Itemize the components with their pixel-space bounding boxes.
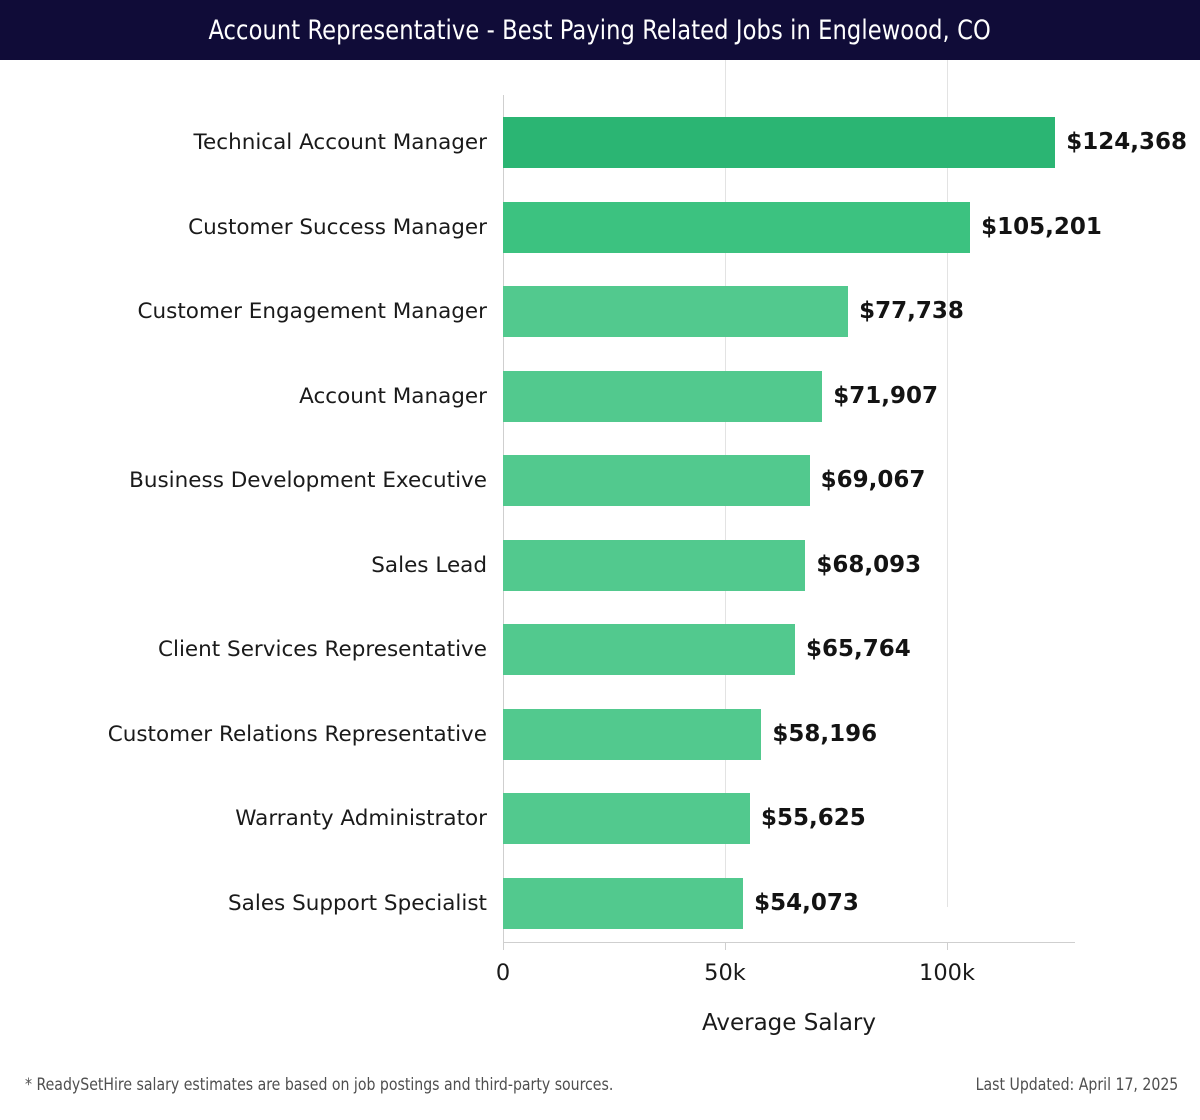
bar-row: Customer Engagement Manager $77,738 bbox=[0, 286, 1200, 337]
bar-row: Sales Support Specialist $54,073 bbox=[0, 877, 1200, 929]
bar-value-label: $55,625 bbox=[760, 805, 866, 831]
bar-value-label: $69,067 bbox=[820, 467, 926, 493]
bar[interactable] bbox=[503, 708, 762, 760]
bar[interactable] bbox=[503, 286, 849, 337]
bar-value-label: $58,196 bbox=[772, 720, 878, 747]
bar-row: Account Manager $71,907 bbox=[0, 370, 1200, 422]
x-tick-mark bbox=[725, 943, 726, 950]
bar-row: Customer Relations Representative $58,196 bbox=[0, 708, 1200, 760]
category-label: Technical Account Manager bbox=[193, 130, 487, 155]
bar[interactable] bbox=[503, 877, 744, 929]
x-tick-mark bbox=[503, 943, 504, 950]
bar-value-label: $65,764 bbox=[805, 636, 911, 662]
x-axis-line bbox=[503, 942, 1075, 943]
bar[interactable] bbox=[503, 455, 810, 506]
title-bar: Account Representative - Best Paying Rel… bbox=[0, 0, 1200, 60]
bar-row: Warranty Administrator $55,625 bbox=[0, 793, 1200, 844]
bar-row: Client Services Representative $65,764 bbox=[0, 624, 1200, 675]
bar[interactable] bbox=[503, 793, 750, 844]
gridline bbox=[947, 60, 948, 907]
category-label: Customer Engagement Manager bbox=[137, 299, 487, 324]
x-tick-label: 100k bbox=[919, 960, 975, 986]
bar[interactable] bbox=[503, 624, 795, 675]
bar-value-label: $68,093 bbox=[816, 551, 922, 578]
category-label: Customer Success Manager bbox=[188, 214, 487, 240]
y-axis-line bbox=[503, 95, 504, 943]
category-label: Sales Support Specialist bbox=[228, 890, 487, 916]
bar[interactable] bbox=[503, 539, 806, 591]
bar-row: Technical Account Manager $124,368 bbox=[0, 117, 1200, 168]
bar-value-label: $124,368 bbox=[1066, 129, 1187, 155]
category-label: Client Services Representative bbox=[157, 637, 487, 662]
bar-row: Customer Success Manager $105,201 bbox=[0, 201, 1200, 253]
bar-row: Business Development Executive $69,067 bbox=[0, 455, 1200, 506]
category-label: Warranty Administrator bbox=[235, 806, 487, 831]
category-label: Account Manager bbox=[299, 383, 487, 409]
bar-value-label: $105,201 bbox=[981, 213, 1102, 240]
bar-row: Sales Lead $68,093 bbox=[0, 539, 1200, 591]
bar[interactable] bbox=[503, 370, 823, 422]
x-axis-title: Average Salary bbox=[701, 1010, 876, 1036]
x-tick-label: 50k bbox=[704, 960, 746, 986]
footer-disclaimer: * ReadySetHire salary estimates are base… bbox=[25, 1075, 614, 1094]
bar-value-label: $77,738 bbox=[859, 298, 964, 324]
bar[interactable] bbox=[503, 117, 1056, 168]
category-label: Customer Relations Representative bbox=[107, 721, 487, 747]
x-tick-label: 0 bbox=[495, 960, 511, 986]
x-tick-mark bbox=[947, 943, 948, 950]
footer-last-updated: Last Updated: April 17, 2025 bbox=[975, 1075, 1178, 1094]
category-label: Sales Lead bbox=[371, 552, 487, 578]
bar-value-label: $71,907 bbox=[833, 382, 939, 409]
bar-value-label: $54,073 bbox=[754, 889, 859, 916]
category-label: Business Development Executive bbox=[129, 468, 487, 493]
bar[interactable] bbox=[503, 201, 971, 253]
page-title: Account Representative - Best Paying Rel… bbox=[208, 14, 992, 46]
bar-chart: Technical Account Manager $124,368 Custome… bbox=[0, 60, 1200, 1060]
